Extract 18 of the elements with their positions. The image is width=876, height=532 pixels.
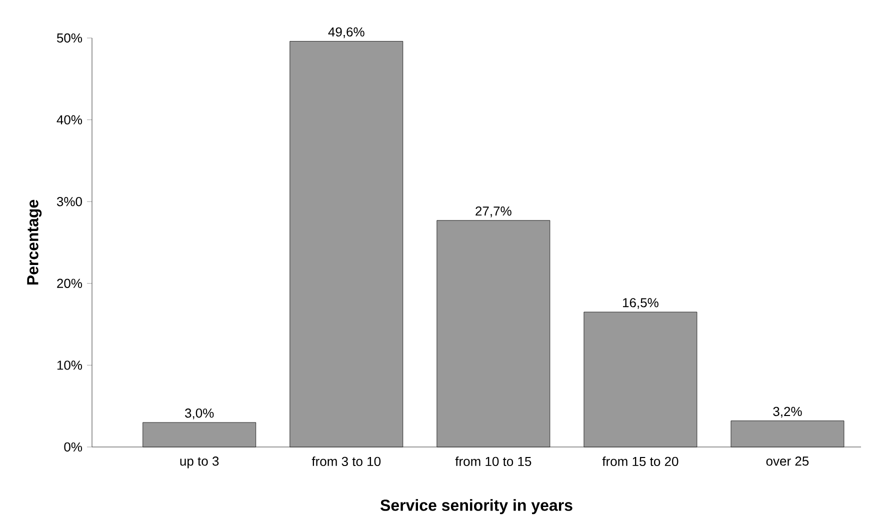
- data-label: 27,7%: [476, 206, 512, 218]
- y-tick-label: 20%: [57, 278, 82, 288]
- y-tick-label: 0%: [64, 442, 82, 452]
- x-tick-label: over 25: [766, 456, 809, 466]
- x-tick-label: up to 3: [180, 456, 219, 468]
- y-axis-title: Percentage: [27, 200, 42, 285]
- y-tick-label: 3%0: [56, 196, 82, 206]
- data-label: 3,2%: [773, 406, 802, 418]
- data-label: 3,0%: [185, 408, 214, 420]
- x-tick-label: from 10 to 15: [455, 456, 532, 466]
- y-tick-label: 40%: [56, 115, 82, 124]
- x-tick-label: from 15 to 20: [602, 456, 678, 466]
- data-label: 16,5%: [623, 298, 658, 309]
- data-label: 49,6%: [328, 27, 364, 38]
- x-tick-label: from 3 to 10: [312, 456, 381, 466]
- x-axis-title: Service seniority in years: [380, 499, 572, 514]
- y-tick-label: 10%: [57, 360, 82, 370]
- y-tick-label: 50%: [56, 33, 82, 43]
